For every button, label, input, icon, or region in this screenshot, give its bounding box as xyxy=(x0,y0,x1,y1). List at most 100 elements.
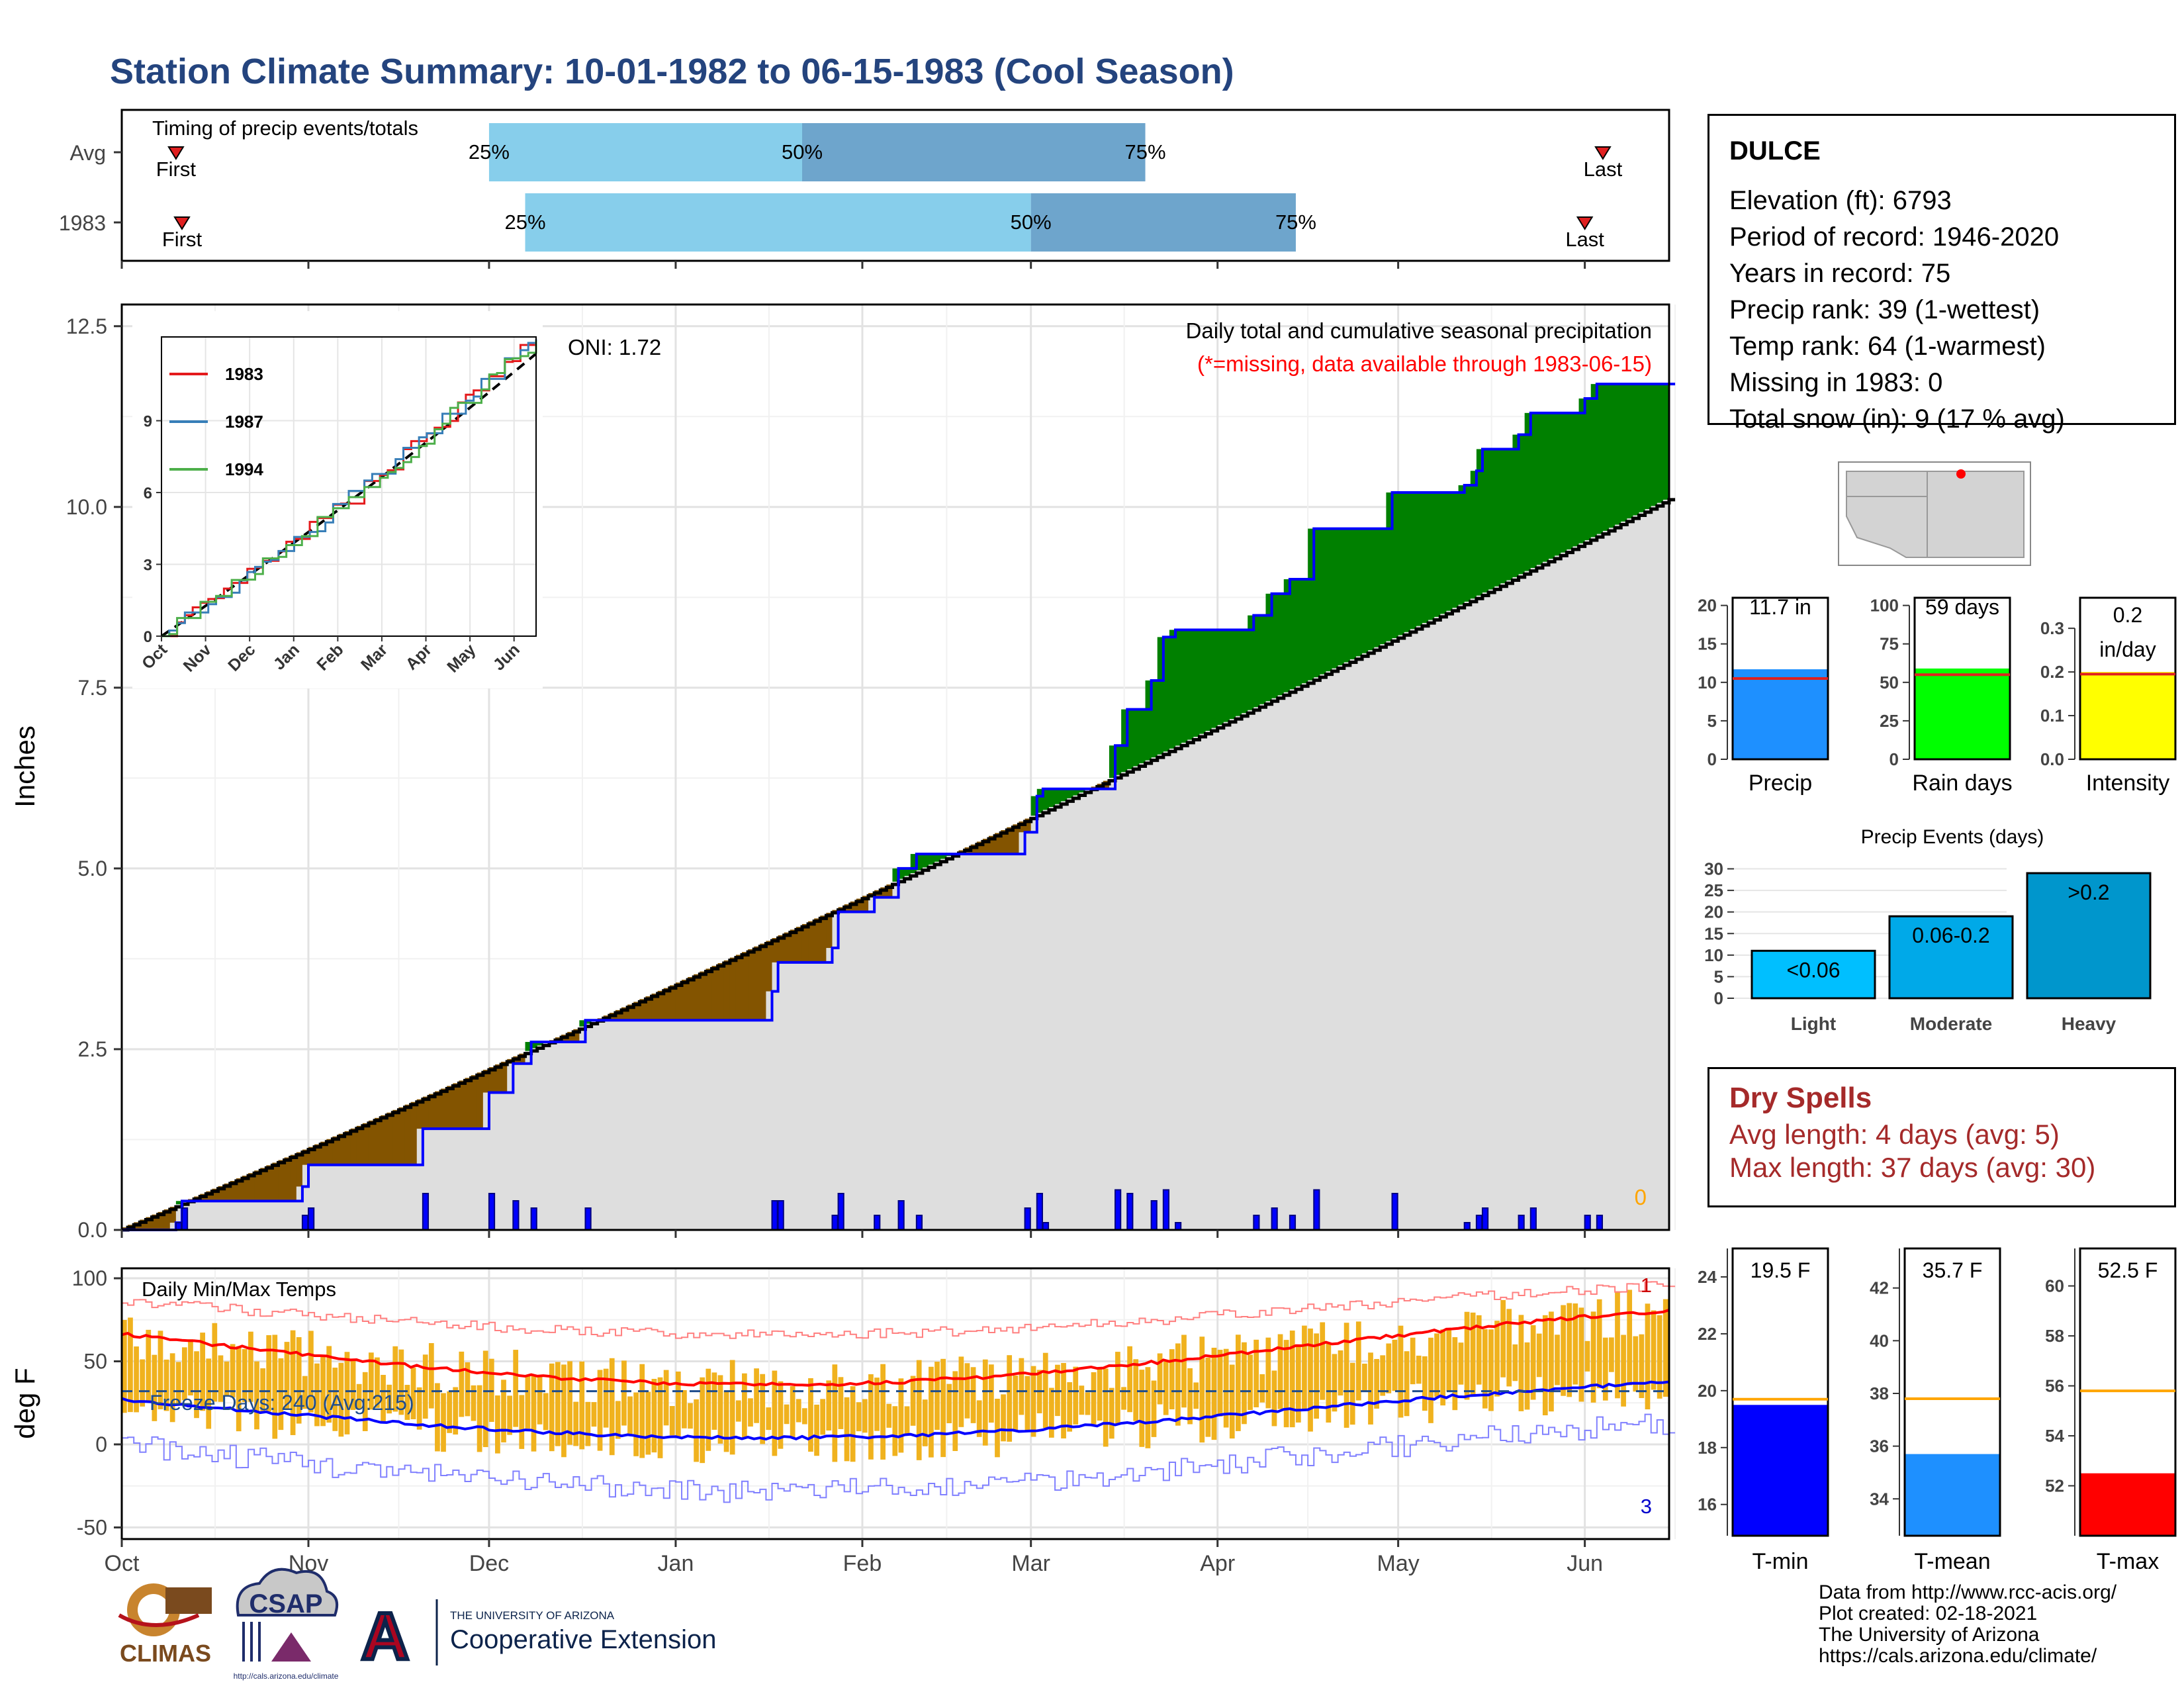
timing-p50-label: 50% xyxy=(782,140,823,164)
daily-temp-bar xyxy=(350,1358,356,1410)
cum-base-area xyxy=(1602,530,1610,1230)
cum-deficit-area xyxy=(820,915,827,962)
cum-base-area xyxy=(705,1020,713,1230)
events-y-tick-label: 20 xyxy=(1704,902,1723,922)
station-missing: Missing in 1983: 0 xyxy=(1729,368,1943,397)
events-bar xyxy=(1888,915,2014,1000)
daily-temp-bar xyxy=(1127,1346,1132,1413)
cum-base-area xyxy=(1024,832,1032,1230)
month-tick-label: Dec xyxy=(469,1551,509,1576)
cum-surplus-area xyxy=(1512,434,1520,577)
cum-base-area xyxy=(381,1164,387,1230)
daily-temp-bar xyxy=(1657,1315,1662,1399)
cum-base-area xyxy=(1326,671,1333,1230)
events-bar xyxy=(1751,949,1876,1000)
inset-y-tick-label: 3 xyxy=(144,557,152,575)
daily-temp-bar xyxy=(1314,1333,1319,1419)
cum-base-area xyxy=(465,1129,472,1230)
daily-temp-bar xyxy=(1567,1303,1572,1397)
cum-base-area xyxy=(700,1020,707,1230)
cum-base-area xyxy=(218,1201,225,1230)
cum-base-area xyxy=(1651,506,1658,1230)
daily-temp-bar xyxy=(1013,1375,1019,1431)
temp-summary-y-tick-label: 22 xyxy=(1698,1324,1717,1344)
daily-temp-bar xyxy=(435,1383,440,1452)
timing-p50-label: 50% xyxy=(1011,211,1052,234)
daily-temp-bar xyxy=(152,1354,158,1421)
temps-count-high: 1 xyxy=(1641,1274,1652,1297)
cum-base-area xyxy=(1482,592,1489,1230)
daily-temp-bar xyxy=(1512,1344,1518,1382)
cum-base-area xyxy=(790,962,797,1230)
daily-temp-bar xyxy=(1343,1323,1349,1428)
cum-base-area xyxy=(1428,620,1435,1230)
daily-temp-bar xyxy=(1097,1367,1103,1421)
cum-base-area xyxy=(820,962,827,1230)
cum-base-area xyxy=(603,1020,610,1230)
cum-base-area xyxy=(1217,725,1224,1230)
daily-temp-bar xyxy=(1524,1342,1530,1410)
cum-surplus-area xyxy=(579,1020,586,1027)
cum-deficit-area xyxy=(410,1102,418,1165)
cum-deficit-area xyxy=(459,1080,466,1129)
month-tick-label: Apr xyxy=(1200,1551,1235,1576)
cum-base-area xyxy=(651,1020,659,1230)
season-bar-value-label: 59 days xyxy=(1925,595,1999,619)
daily-temp-bar xyxy=(1133,1359,1139,1421)
daily-temp-bar xyxy=(1145,1367,1151,1448)
cum-deficit-area xyxy=(290,1154,297,1201)
cum-surplus-area xyxy=(1386,492,1393,641)
cum-deficit-area xyxy=(1019,821,1026,833)
cum-base-area xyxy=(1248,710,1254,1230)
cum-deficit-area xyxy=(723,960,731,1021)
cum-deficit-area xyxy=(404,1104,412,1165)
daily-temp-bar xyxy=(410,1368,416,1419)
cum-base-area xyxy=(591,1021,598,1230)
temps-daily-bars xyxy=(122,1289,1668,1464)
cum-deficit-area xyxy=(675,982,682,1021)
daily-temp-bar xyxy=(621,1360,627,1426)
daily-precip-bar xyxy=(1115,1189,1122,1231)
daily-temp-bar xyxy=(1440,1329,1446,1406)
daily-temp-bar xyxy=(1488,1329,1494,1411)
temp-summary-value-label: 19.5 F xyxy=(1751,1258,1811,1282)
daily-temp-bar xyxy=(465,1362,471,1417)
daily-precip-bar xyxy=(1024,1207,1031,1231)
cum-surplus-area xyxy=(1302,579,1308,684)
daily-temp-bar xyxy=(146,1329,152,1403)
cum-base-area xyxy=(862,912,869,1230)
daily-temp-bar xyxy=(1633,1336,1639,1392)
daily-temp-bar xyxy=(1217,1350,1223,1417)
daily-temp-bar xyxy=(194,1351,199,1419)
daily-temp-bar xyxy=(1452,1337,1458,1411)
daily-temp-bar xyxy=(326,1346,332,1423)
cum-deficit-area xyxy=(495,1064,502,1093)
daily-temp-bar xyxy=(1555,1335,1560,1385)
daily-temp-bar xyxy=(1639,1334,1645,1399)
temp-summary-chart: 34 36 38 40 42 35.7 F T-mean xyxy=(1870,1247,2001,1574)
cum-base-area xyxy=(1036,812,1044,1230)
temp-summary-y-tick-label: 18 xyxy=(1698,1438,1717,1458)
temp-summary-chart: 52 54 56 58 60 52.5 F T-max xyxy=(2045,1247,2177,1574)
daily-temp-bar xyxy=(729,1360,735,1455)
daily-temp-bar xyxy=(1205,1357,1211,1437)
daily-temp-bar xyxy=(392,1346,398,1412)
daily-temp-bar xyxy=(1181,1335,1187,1408)
cum-base-area xyxy=(320,1164,327,1230)
daily-precip-bar xyxy=(1042,1222,1050,1231)
daily-temp-bar xyxy=(934,1362,940,1430)
daily-temp-bar xyxy=(549,1363,555,1452)
cum-base-area xyxy=(206,1201,213,1230)
cum-base-area xyxy=(1549,558,1555,1230)
daily-temp-bar xyxy=(1193,1382,1199,1409)
daily-temp-bar xyxy=(1349,1362,1355,1425)
cum-deficit-area xyxy=(416,1099,424,1129)
daily-precip-bar xyxy=(1126,1193,1134,1231)
daily-temp-bar xyxy=(1115,1352,1120,1425)
cum-base-area xyxy=(669,1020,676,1230)
cum-base-area xyxy=(1229,719,1236,1230)
cum-surplus-area xyxy=(525,1042,532,1051)
temp-summary-value xyxy=(1733,1405,1828,1536)
cum-surplus-area xyxy=(1446,492,1453,611)
cum-base-area xyxy=(1048,807,1056,1230)
